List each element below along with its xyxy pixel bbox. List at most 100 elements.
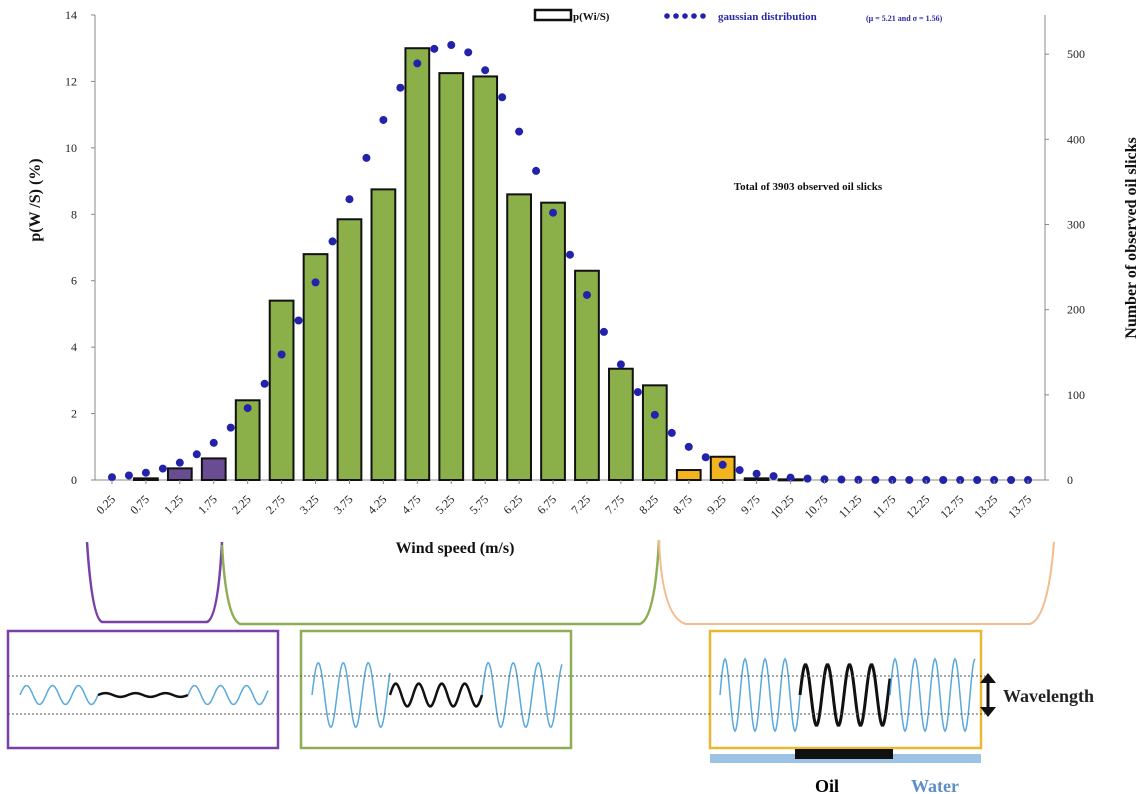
gaussian-point [379,115,388,124]
y-tick-label: 0 [71,473,77,487]
x-tick-label: 5.75 [467,492,492,517]
x-tick-label: 4.75 [399,492,424,517]
water-label: Water [911,776,959,794]
legend: p(Wi/S) gaussian distribution (μ = 5.21 … [533,8,943,23]
wind-range-brackets [85,539,1055,626]
panel-low-wind [6,629,280,750]
gaussian-point [413,59,422,68]
gaussian-point [599,327,608,336]
gaussian-point [684,442,693,451]
panel-mid-wind [299,629,573,750]
legend-swatch-bars [533,8,573,22]
gaussian-point [328,237,337,246]
bracket-high [658,539,1055,625]
bar [743,477,770,482]
x-tick-label: 2.25 [229,492,254,517]
y-axis-title: p(W /S) (%) [27,158,44,241]
oil-water-bar: Oil Water [710,749,981,794]
bar [506,193,532,481]
x-tick-label: 6.75 [534,492,559,517]
gaussian-point [549,208,558,217]
water-wave [187,684,269,706]
gaussian-point [650,410,659,419]
x-tick-label: 10.25 [768,492,797,521]
x-tick-label: 11.25 [836,492,865,521]
oil-label: Oil [815,776,839,794]
gaussian-point [871,475,880,484]
x-tick-label: 10.75 [802,492,831,521]
x-tick-label: 3.75 [331,492,356,517]
bar [641,384,668,482]
bar [133,477,159,482]
x-tick-label: 4.25 [365,492,390,517]
legend-dot [664,13,670,19]
y2-tick-label: 100 [1067,388,1085,402]
x-tick-label: 13.75 [1005,492,1034,521]
gaussian-point [209,438,218,447]
bar [472,75,499,481]
x-tick-label: 0.75 [127,492,152,517]
x-tick-label: 8.25 [636,492,661,517]
y-tick-label: 12 [65,74,77,88]
gaussian-point [226,423,235,432]
y-tick-label: 14 [65,8,77,22]
gaussian-point [175,458,184,467]
gaussian-point [124,471,133,480]
gaussian-point [158,464,167,473]
x-tick-label: 9.25 [704,492,729,517]
bar [675,469,702,481]
x-axis-title: Wind speed (m/s) [396,540,515,557]
x-tick-label: 0.25 [93,492,118,517]
gaussian-point [107,473,116,482]
bar [370,188,397,481]
gaussian-point [803,474,812,483]
wavelength-arrow-head-up [980,673,996,683]
gaussian-point [922,475,931,484]
bar [200,457,227,481]
wavelength-arrow-head-down [980,707,996,717]
gaussian-point [566,250,574,259]
gaussian-point [464,48,473,57]
oil-wave [798,663,892,727]
gaussian-point [973,475,982,484]
x-tick-label: 7.75 [602,492,627,517]
y-tick-label: 10 [65,141,77,155]
legend-dot [700,13,706,19]
x-tick-label: 12.25 [903,492,932,521]
gaussian-point [616,360,625,369]
bar [574,269,600,481]
x-tick-label: 1.25 [161,492,186,517]
y-ticks-left: 0 2 4 6 8 10 12 14 [65,8,95,487]
gaussian-point [735,466,744,475]
bar [404,47,431,481]
x-tick-label: 9.75 [738,492,763,517]
x-tick-label: 2.75 [263,492,288,517]
gaussian-point [633,388,642,397]
y-ticks-right: 0 100 200 300 400 500 [1045,47,1085,487]
panel-high-waves [719,657,976,733]
gaussian-point [192,450,201,459]
gaussian-point [667,428,676,437]
bar [234,399,261,481]
x-tick-label: 1.75 [195,492,220,517]
y2-tick-label: 0 [1067,473,1073,487]
y2-axis-title: Number of observed oil slicks [1123,137,1140,338]
bar [268,299,295,481]
legend-label-bars: p(Wi/S) [573,11,610,23]
panel-mid-frame [299,629,573,750]
legend-swatch-gaussian [664,13,706,19]
gaussian-point [990,475,999,484]
gaussian-point [939,475,948,484]
total-annotation: Total of 3903 observed oil slicks [734,181,883,193]
gaussian-point [769,472,778,481]
panel-low-waves [19,684,269,706]
x-tick-label: 3.25 [297,492,322,517]
gaussian-point [786,473,795,482]
legend-dot [682,13,688,19]
gaussian-point [718,460,727,469]
gaussian-series [107,41,1033,484]
gaussian-point [311,278,320,287]
gaussian-point [1007,475,1016,484]
bar [302,253,329,481]
x-tick-label: 6.25 [500,492,525,517]
